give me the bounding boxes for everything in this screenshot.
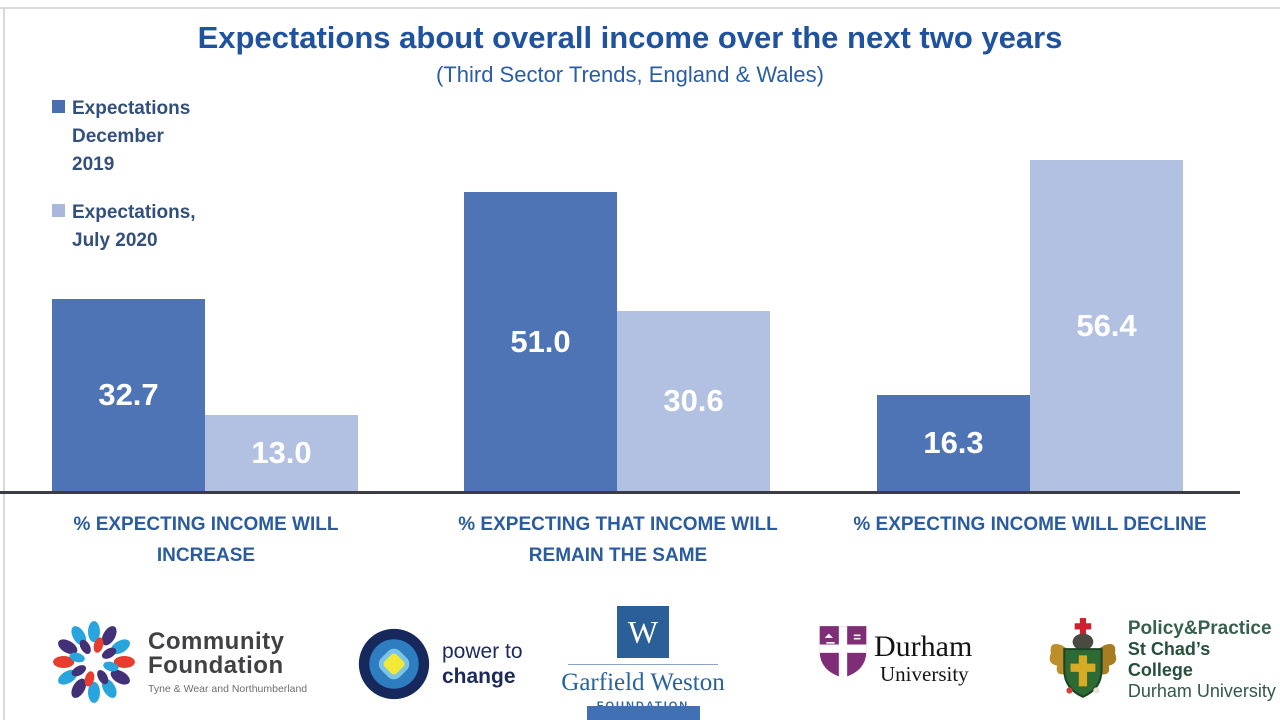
x-axis-line — [0, 491, 1240, 494]
durham-university-text: Durham University — [874, 630, 973, 687]
garfield-weston-name: Garfield Weston — [561, 669, 725, 696]
garfield-weston-rule — [568, 664, 718, 665]
bar-series1-group2: 56.4 — [1030, 160, 1183, 491]
bar-series0-group0: 32.7 — [52, 299, 205, 491]
legend: Expectations December 2019 Expectations,… — [52, 95, 196, 275]
legend-item-december-2019: Expectations December 2019 — [52, 95, 196, 179]
bar-value-label: 56.4 — [1076, 307, 1137, 343]
legend-label-july-2020: Expectations, July 2020 — [72, 202, 196, 251]
bar-value-label: 30.6 — [663, 383, 724, 418]
bar-value-label: 16.3 — [923, 425, 984, 460]
slide-top-border — [0, 7, 1280, 9]
durham-university-label: University — [880, 662, 969, 686]
durham-shield-icon — [819, 626, 867, 678]
community-foundation-flower-icon — [53, 621, 135, 703]
logo-st-chads-college: Policy&Practice St Chad’s College Durham… — [1046, 616, 1280, 704]
power-to-change-line1: power to — [442, 640, 523, 663]
community-foundation-name-line2: Foundation — [148, 651, 284, 679]
logo-community-foundation: Community Foundation Tyne & Wear and Nor… — [48, 616, 307, 708]
legend-item-july-2020: Expectations, July 2020 — [52, 199, 196, 255]
bar-value-label: 51.0 — [510, 323, 571, 359]
community-foundation-text: Community Foundation Tyne & Wear and Nor… — [148, 627, 308, 695]
st-chads-crest-icon — [1049, 618, 1117, 698]
community-foundation-name-line1: Community — [148, 627, 285, 655]
st-chads-durham-university: Durham University — [1127, 681, 1276, 701]
power-to-change-line2: change — [442, 665, 516, 688]
st-chads-college-name: St Chad’s College — [1127, 639, 1211, 680]
legend-swatch-december-2019 — [52, 100, 65, 113]
st-chads-text: Policy&Practice St Chad’s College Durham… — [1128, 618, 1280, 702]
logo-garfield-weston: W Garfield Weston FOUNDATION — [561, 606, 725, 712]
category-label-decline: % EXPECTING INCOME WILL DECLINE — [853, 514, 1207, 535]
chart-title: Expectations about overall income over t… — [197, 20, 1063, 55]
bar-value-label: 13.0 — [251, 435, 312, 470]
legend-label-december-2019: Expectations December 2019 — [72, 98, 191, 175]
bar-series1-group1: 30.6 — [617, 311, 770, 491]
category-label-remain-same: % EXPECTING THAT INCOME WILL REMAIN THE … — [458, 514, 778, 566]
power-to-change-target-icon — [358, 628, 430, 700]
bar-series1-group0: 13.0 — [205, 415, 358, 491]
community-foundation-tagline: Tyne & Wear and Northumberland — [148, 682, 308, 695]
st-chads-policy-practice: Policy&Practice — [1127, 618, 1272, 639]
chart-subtitle: (Third Sector Trends, England & Wales) — [435, 62, 824, 87]
power-to-change-text: power to change — [442, 639, 523, 689]
logo-power-to-change: power to change — [356, 626, 523, 702]
bar-value-label: 32.7 — [98, 377, 159, 412]
bar-series0-group2: 16.3 — [877, 395, 1030, 491]
category-label-increase: % EXPECTING INCOME WILL INCREASE — [73, 514, 339, 566]
durham-name: Durham — [874, 630, 973, 663]
footer-accent-bar — [587, 706, 700, 720]
legend-swatch-july-2020 — [52, 204, 65, 217]
plot-area: 32.7 51.0 16.3 13.0 30.6 56.4 — [0, 139, 1280, 491]
slide-left-border — [3, 7, 5, 720]
bar-series0-group1: 51.0 — [464, 192, 617, 491]
logo-durham-university: Durham University — [818, 624, 972, 686]
garfield-weston-monogram-icon: W — [617, 606, 669, 658]
